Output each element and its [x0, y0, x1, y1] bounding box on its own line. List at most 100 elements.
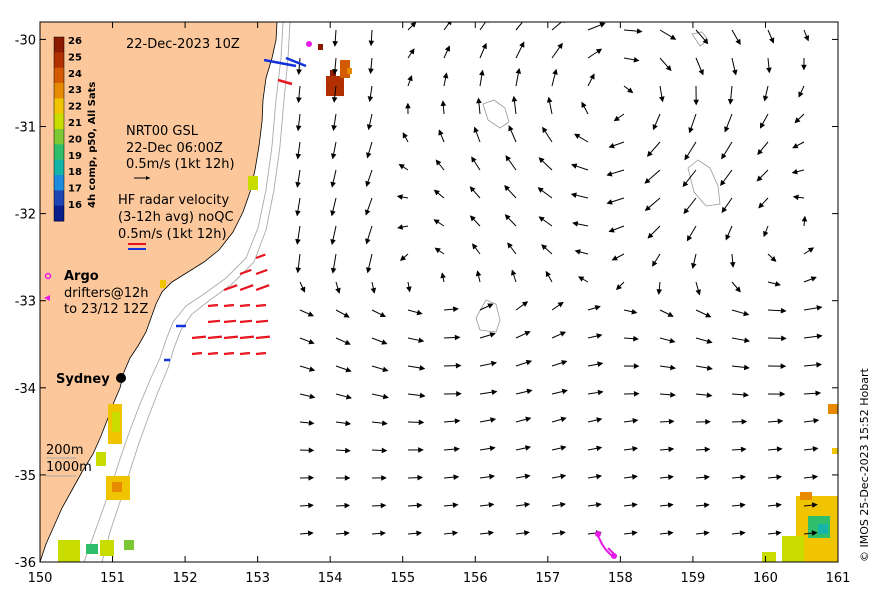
argo-drifter-track: [595, 531, 617, 559]
gsl-vector-head: [438, 129, 444, 136]
gsl-vector-head: [469, 186, 476, 193]
gsl-vector-head: [330, 153, 337, 160]
gsl-vector-head: [295, 181, 301, 188]
gsl-vector-head: [344, 530, 350, 537]
gsl-vector-head: [330, 267, 337, 274]
gsl-vector-head: [589, 73, 595, 80]
gsl-vector-head: [296, 69, 302, 76]
gsl-vector-head: [597, 389, 604, 396]
colorbar-title: 4h comp, p50, All Sats: [87, 82, 98, 208]
gsl-vector-head: [488, 502, 495, 508]
gsl-vector-head: [706, 365, 713, 371]
colorbar-swatch: [54, 129, 64, 145]
gsl-vector-head: [791, 168, 798, 175]
gsl-vector-head: [740, 474, 747, 481]
x-tick-label: 158: [608, 571, 633, 586]
gsl-vector-head: [669, 337, 676, 344]
gsl-vector-head: [379, 311, 387, 318]
colorbar-label: 25: [68, 52, 82, 63]
hf-vector-blue: [285, 56, 307, 68]
gsl-vector-head: [308, 475, 315, 481]
gsl-vector-head: [721, 153, 727, 160]
x-tick-label: 161: [826, 571, 851, 586]
credit-text: © IMOS 25-Dec-2023 15:52 Hobart: [858, 367, 871, 562]
gsl-vector-head: [511, 95, 518, 102]
y-tick-label: -34: [15, 382, 36, 397]
gsl-vector-head: [295, 125, 302, 132]
colorbar-swatch: [54, 52, 64, 69]
gsl-vector-head: [433, 189, 440, 196]
hf-vector: [239, 268, 252, 276]
gsl-vector-head: [417, 474, 424, 481]
colorbar-label: 22: [68, 102, 82, 113]
gsl-vector-head: [668, 446, 675, 453]
gsl-vector-head: [469, 215, 476, 222]
gsl-vector-head: [295, 210, 301, 217]
gsl-vector-head: [452, 502, 459, 508]
gsl-vector-head: [296, 97, 302, 104]
x-tick-label: 160: [753, 571, 778, 586]
gsl-vector-head: [759, 122, 766, 129]
gsl-vector: [479, 22, 487, 31]
gsl-vector-head: [631, 308, 638, 315]
hf-radar-vectors: [164, 56, 307, 362]
gsl-vector-head: [743, 392, 750, 398]
gsl-vector-head: [300, 286, 306, 293]
gsl-vector-head: [523, 530, 530, 536]
gsl-vector-head: [560, 416, 567, 423]
gsl-vector-head: [704, 446, 711, 453]
x-tick-label: 155: [390, 571, 415, 586]
gsl-vector-head: [307, 530, 314, 537]
gsl-vector-head: [670, 364, 676, 371]
gsl-vector-head: [515, 67, 522, 74]
gsl-vector-head: [665, 65, 672, 72]
gsl-vector-head: [526, 388, 533, 395]
gsl-vector-head: [698, 69, 704, 76]
hf-vector: [255, 268, 268, 276]
gsl-vector-head: [608, 142, 615, 149]
gsl-vector-head: [574, 133, 581, 140]
gsl-vector-head: [440, 272, 446, 279]
gsl-vector-head: [444, 45, 451, 52]
gsl-vector-head: [725, 234, 731, 241]
colorbar-swatch: [54, 67, 64, 84]
gsl-vector-head: [644, 205, 651, 212]
gsl-vector-head: [541, 244, 548, 251]
gsl-vector-head: [524, 331, 531, 337]
gsl-legend-line2: 22-Dec 06:00Z: [126, 141, 223, 156]
gsl-vector-head: [519, 41, 525, 48]
gsl-vector-head: [419, 365, 426, 371]
gsl-vector-head: [597, 361, 604, 367]
gsl-vector-head: [631, 474, 638, 480]
land-mass: [40, 22, 278, 562]
x-tick-label: 157: [535, 571, 560, 586]
gsl-vector-head: [416, 309, 423, 316]
hf-legend: HF radar velocity (3-12h avg) noQC 0.5m/…: [118, 193, 234, 250]
gsl-vector-head: [455, 362, 462, 369]
gsl-vector-head: [345, 366, 352, 373]
y-tick-label: -33: [15, 295, 36, 310]
gsl-vector-head: [732, 69, 738, 76]
bathy-legend: 200m 1000m: [46, 443, 92, 477]
gsl-vector-head: [473, 126, 479, 133]
colorbar-label: 21: [68, 118, 82, 129]
hf-legend-line1: HF radar velocity: [118, 193, 230, 208]
gsl-vector-head: [331, 125, 337, 132]
gsl-vector-head: [794, 117, 801, 124]
colorbar-swatch: [54, 190, 64, 207]
hf-vector: [239, 335, 255, 340]
gsl-vector-head: [380, 530, 386, 537]
gsl-vector-head: [757, 148, 763, 156]
gsl-vector-head: [776, 474, 783, 480]
gsl-vector-head: [330, 210, 336, 217]
colorbar-swatch: [54, 144, 64, 161]
gsl-vector-head: [652, 123, 658, 131]
gsl-vector-head: [647, 232, 654, 239]
gsl-vector-head: [409, 48, 415, 55]
gsl-vector-head: [763, 230, 769, 238]
gsl-vector-head: [812, 474, 819, 480]
gsl-vector-head: [524, 445, 532, 451]
gsl-vector-head: [803, 35, 810, 42]
gsl-vector-head: [442, 72, 449, 79]
gsl-vector-head: [418, 447, 424, 453]
